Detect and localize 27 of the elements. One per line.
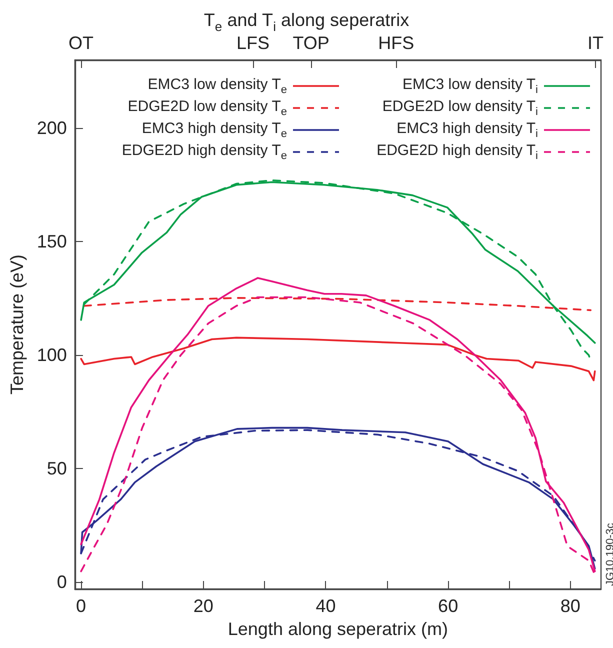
ref-line-label: TOP — [292, 33, 330, 53]
ref-line-label: HFS — [378, 33, 414, 53]
x-tick-label: 40 — [316, 596, 336, 616]
legend-label: EMC3 high density T$_{i}$ — [396, 120, 538, 140]
legend-label: EDGE2D high density T$_{e}$ — [122, 142, 287, 162]
x-tick-label: 0 — [76, 596, 86, 616]
x-tick-label: 20 — [193, 596, 214, 616]
y-tick-label: 100 — [36, 345, 67, 366]
x-tick-label: 60 — [438, 596, 458, 616]
ref-line-label: IT — [587, 33, 604, 53]
legend-label: EDGE2D high density T$_{i}$ — [376, 142, 538, 162]
ref-line-label: LFS — [236, 33, 270, 53]
y-axis-title: Temperature (eV) — [7, 254, 27, 395]
x-axis-title: Length along seperatrix (m) — [228, 618, 448, 639]
x-tick-label: 80 — [560, 596, 580, 616]
legend-label: EDGE2D low density T$_{e}$ — [128, 98, 287, 118]
line-series — [80, 336, 596, 382]
legend-label: EMC3 low density T$_{e}$ — [148, 76, 287, 96]
y-tick-label: 150 — [36, 232, 67, 252]
y-tick-label: 50 — [46, 458, 67, 479]
legend-label: EMC3 low density T$_{i}$ — [402, 76, 538, 96]
ref-line-label: OT — [68, 33, 94, 53]
y-tick-label: 200 — [36, 118, 67, 138]
y-tick-label: 0 — [56, 572, 67, 592]
line-series — [83, 297, 592, 312]
legend-label: EMC3 high density T$_{e}$ — [142, 120, 287, 140]
legend-label: EDGE2D low density T$_{i}$ — [382, 98, 538, 118]
